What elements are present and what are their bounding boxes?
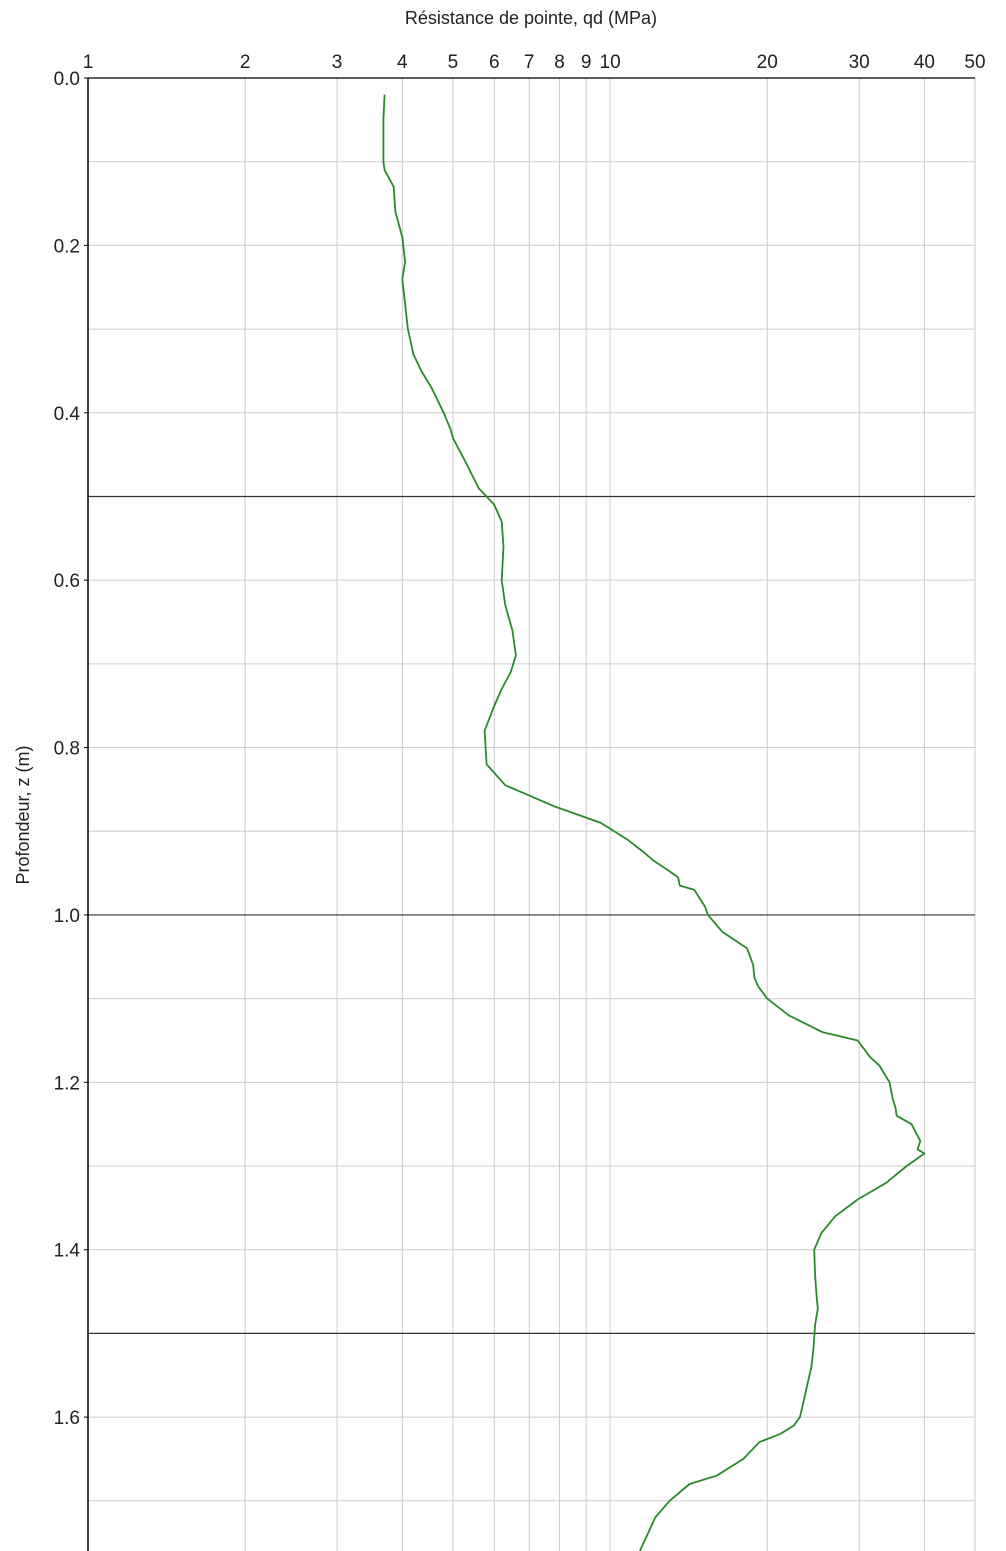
x-tick-label: 3 — [332, 52, 343, 73]
series-layer — [382, 94, 926, 1551]
y-tick-label: 0.2 — [54, 236, 80, 257]
x-tick-label: 10 — [600, 52, 621, 73]
layer-boundaries — [88, 495, 975, 1334]
y-tick-label: 0.8 — [54, 739, 80, 760]
x-tick-label: 30 — [849, 52, 870, 73]
y-tick-label: 0.0 — [54, 69, 80, 90]
x-tick-label: 50 — [964, 52, 985, 73]
x-tick-label: 6 — [489, 52, 500, 73]
x-tick-label: 5 — [448, 52, 459, 73]
axes — [84, 77, 975, 1551]
x-tick-label: 7 — [524, 52, 535, 73]
x-tick-label: 2 — [240, 52, 251, 73]
grid-layer — [87, 77, 976, 1551]
y-axis-title: Profondeur, z (m) — [13, 745, 33, 884]
x-tick-label: 40 — [914, 52, 935, 73]
tick-labels: 1 2 3 4 5 6 7 8 9 10 20 30 40 50 0.0 0.2 0.4 0.6 0.8 1.0 1.2… — [54, 52, 986, 1429]
y-tick-label: 1.6 — [54, 1408, 80, 1429]
y-tick-label: 0.6 — [54, 571, 80, 592]
y-tick-label: 1.0 — [54, 906, 80, 927]
x-axis-title: Résistance de pointe, qd (MPa) — [405, 8, 657, 28]
y-tick-label: 1.2 — [54, 1073, 80, 1094]
x-tick-label: 1 — [83, 52, 94, 73]
y-tick-label: 1.4 — [54, 1241, 81, 1262]
x-tick-label: 8 — [554, 52, 565, 73]
x-tick-label: 20 — [757, 52, 778, 73]
x-tick-label: 9 — [581, 52, 592, 73]
y-tick-label: 0.4 — [54, 404, 81, 425]
x-tick-label: 4 — [397, 52, 408, 73]
series-line — [382, 94, 926, 1551]
